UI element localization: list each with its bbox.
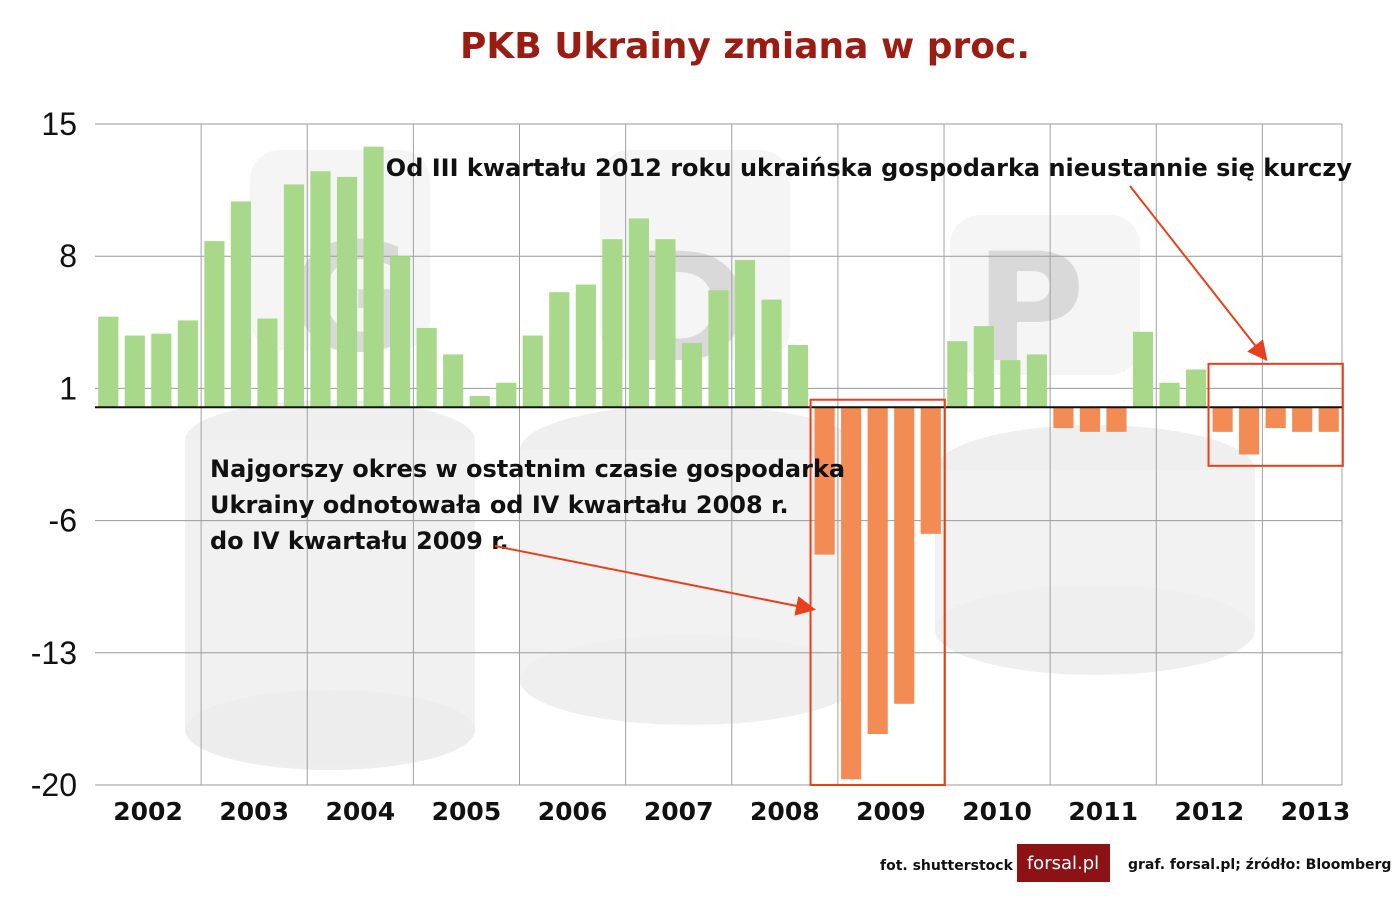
- y-tick-label: -6: [49, 503, 77, 539]
- bar: [496, 382, 517, 408]
- bar: [920, 407, 941, 534]
- bar: [1079, 407, 1101, 432]
- x-tick-label: 2004: [326, 797, 396, 826]
- bar: [894, 407, 915, 704]
- bar: [1292, 407, 1313, 432]
- bars: [95, 146, 1342, 780]
- bar: [1265, 407, 1286, 429]
- bar: [1106, 407, 1127, 432]
- bar: [681, 343, 703, 408]
- x-tick-label: 2010: [962, 797, 1032, 826]
- bar: [151, 333, 172, 408]
- bar: [602, 239, 623, 408]
- highlight-box-2012-2013: [1207, 362, 1344, 467]
- bar: [655, 239, 676, 408]
- bar: [628, 218, 649, 408]
- x-tick-label: 2009: [856, 797, 926, 826]
- photo-credit: fot. shutterstock: [880, 858, 1014, 874]
- x-tick-label: 2011: [1068, 797, 1138, 826]
- bar: [708, 290, 729, 408]
- bar: [575, 284, 596, 408]
- bar: [416, 327, 437, 408]
- bar: [283, 184, 305, 408]
- bar: [310, 171, 331, 408]
- bar: [734, 259, 756, 408]
- arrow-top-right: [1129, 185, 1268, 362]
- bar: [1185, 369, 1207, 408]
- bar: [177, 320, 198, 408]
- source-credit: graf. forsal.pl; źródło: Bloomberg: [1128, 857, 1391, 873]
- bar: [124, 335, 145, 408]
- bar: [947, 341, 968, 408]
- bar: [973, 326, 994, 408]
- y-tick-label: -20: [31, 767, 77, 803]
- bar: [788, 344, 809, 408]
- bar: [549, 292, 570, 408]
- forsal-logo-text: forsal.pl: [1027, 853, 1099, 874]
- annotation-middle-line-3: do IV kwartału 2009 r.: [210, 527, 509, 555]
- bar: [761, 299, 782, 408]
- x-tick-label: 2005: [432, 797, 502, 826]
- bar: [390, 256, 411, 408]
- bar: [522, 335, 543, 408]
- annotation-middle-line-2: Ukrainy odnotowała od IV kwartału 2008 r…: [210, 491, 789, 519]
- bar: [257, 318, 278, 408]
- x-tick-label: 2006: [538, 797, 608, 826]
- x-tick-label: 2008: [750, 797, 820, 826]
- y-tick-label: 8: [59, 238, 77, 274]
- bar: [867, 407, 888, 735]
- y-tick-label: 1: [59, 370, 77, 406]
- bar: [230, 201, 252, 408]
- bar: [443, 354, 464, 408]
- bar: [814, 407, 835, 555]
- x-tick-label: 2013: [1281, 797, 1351, 826]
- annotation-top-right: Od III kwartału 2012 roku ukraińska gosp…: [386, 154, 1353, 182]
- bar: [841, 407, 862, 780]
- bar: [1132, 331, 1154, 408]
- x-axis-year-labels: 2002 2003 2004 2005 2006 2007 2008 2009 2010 2011…: [113, 797, 1350, 826]
- highlight-box-2008-2009: [809, 398, 946, 786]
- x-tick-label: 2012: [1175, 797, 1245, 826]
- y-tick-label: 15: [41, 106, 77, 142]
- bar: [1053, 407, 1074, 429]
- forsal-logo: [1017, 844, 1110, 882]
- bar: [1239, 407, 1260, 455]
- y-tick-label: -13: [31, 635, 77, 671]
- bar: [363, 146, 384, 408]
- x-tick-label: 2002: [113, 797, 183, 826]
- bar: [1000, 360, 1021, 408]
- arrow-middle: [494, 545, 816, 616]
- annotation-middle-line-1: Najgorszy okres w ostatnim czasie gospod…: [210, 455, 845, 483]
- y-axis-ticks: 15 8 1 -6 -13 -20: [31, 106, 77, 803]
- bar: [1212, 407, 1233, 432]
- x-tick-label: 2007: [644, 797, 714, 826]
- bar: [336, 176, 358, 408]
- bar: [1159, 382, 1180, 408]
- bar: [469, 395, 490, 408]
- chart-title: PKB Ukrainy zmiana w proc.: [460, 26, 1030, 67]
- bar: [204, 241, 225, 408]
- bar: [1026, 354, 1047, 408]
- bar: [1318, 407, 1339, 432]
- x-tick-label: 2003: [219, 797, 289, 826]
- bar: [98, 316, 119, 408]
